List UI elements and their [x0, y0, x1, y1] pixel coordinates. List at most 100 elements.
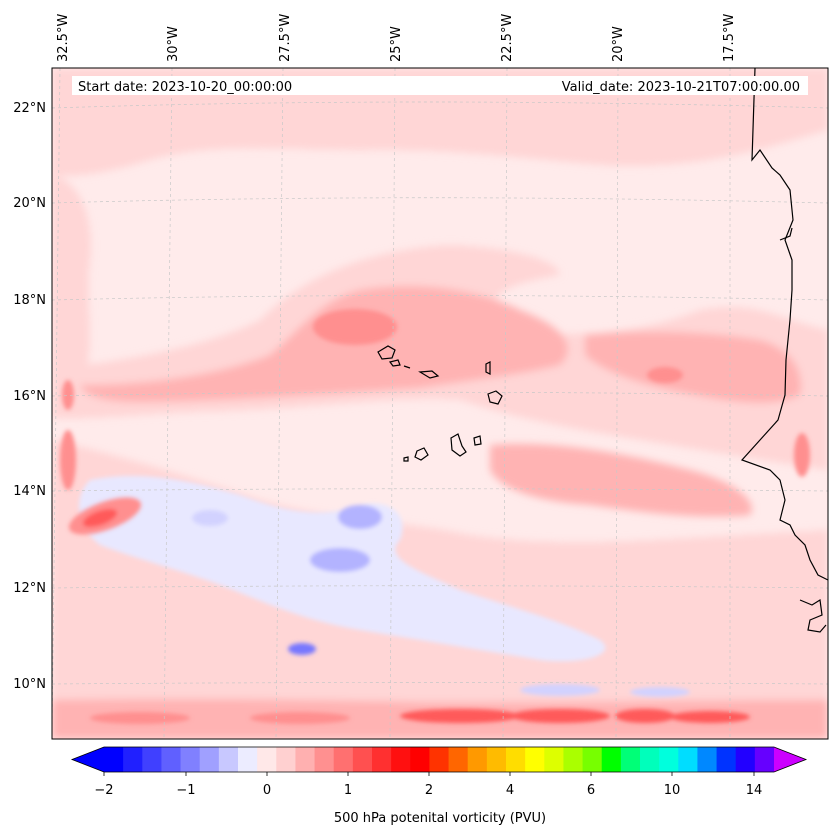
- lon-tick-label: 30°W: [166, 26, 181, 62]
- colorbar-tick-label: 2: [425, 783, 433, 798]
- colorbar-tick-label: 14: [746, 783, 763, 798]
- colorbar-segment: [104, 747, 124, 772]
- colorbar-segment: [467, 747, 488, 772]
- colorbar-segment: [659, 747, 679, 772]
- colorbar-tick-label: −1: [176, 783, 195, 798]
- start-date-box: [72, 76, 312, 95]
- colorbar-segment: [372, 747, 392, 772]
- colorbar-segment: [180, 747, 201, 772]
- core-west-small: [62, 380, 74, 410]
- lat-tick-label: 16°N: [13, 389, 46, 404]
- core-south-6: [670, 711, 750, 723]
- island-sal: [485, 361, 491, 375]
- map-panel: Start date: 2023-10-20_00:00:00 Valid_da…: [52, 68, 828, 739]
- africa-coast: [740, 68, 828, 581]
- colorbar-ticks: −2 −1 0 1 2 4 6 10 14: [94, 783, 762, 798]
- blue-patch-e: [520, 684, 600, 696]
- core-south-2: [250, 712, 350, 724]
- blue-patch-a: [338, 505, 382, 529]
- core-west-edge-inner: [82, 508, 118, 528]
- colorbar-tick-label: 0: [263, 783, 271, 798]
- colorbar-segment: [735, 747, 756, 772]
- colorbar-segment: [697, 747, 718, 772]
- colorbar-segment: [295, 747, 316, 772]
- island-santiago: [450, 433, 467, 457]
- coastline: [740, 68, 828, 633]
- lon-tick-label: 20°W: [611, 26, 626, 62]
- colorbar-segment: [448, 747, 469, 772]
- colorbar-segment: [601, 747, 622, 772]
- pv-positive-cores: [60, 309, 810, 724]
- longitude-ticks: 32.5°W 30°W 27.5°W 25°W 22.5°W 20°W 17.5…: [56, 14, 737, 62]
- lon-tick-label: 17.5°W: [722, 14, 737, 62]
- island-maio: [473, 435, 482, 446]
- blue-patch-d: [192, 510, 228, 526]
- blue-patch-c: [288, 643, 316, 655]
- latitude-ticks: 22°N 20°N 18°N 16°N 14°N 12°N 10°N: [13, 101, 46, 692]
- colorbar-segment: [640, 747, 660, 772]
- colorbar-segment: [563, 747, 584, 772]
- colorbar-segment: [238, 747, 258, 772]
- core-south-4: [510, 709, 610, 723]
- lat-tick-label: 22°N: [13, 101, 46, 116]
- lon-tick-label: 32.5°W: [56, 14, 71, 62]
- island-sao-vicente: [388, 359, 401, 367]
- map-frame: [51, 67, 829, 740]
- colorbar-segment: [525, 747, 545, 772]
- colorbar-tick-label: 10: [664, 783, 681, 798]
- colorbar-segment: [142, 747, 162, 772]
- pv-band-east: [585, 331, 801, 403]
- colorbar-segment: [716, 747, 737, 772]
- start-date-label: Start date: 2023-10-20_00:00:00: [78, 80, 292, 95]
- valid-date-label: Valid_date: 2023-10-21T07:00:00.00: [562, 80, 800, 95]
- blue-patch-b: [310, 548, 370, 572]
- colorbar-segment: [754, 747, 775, 772]
- lat-tick-label: 10°N: [13, 677, 46, 692]
- pv-negative-patches: [79, 475, 690, 697]
- coast-detail-2: [799, 598, 827, 633]
- lat-tick-label: 14°N: [13, 484, 46, 499]
- lon-tick-label: 27.5°W: [278, 14, 293, 62]
- island-sao-nicolau: [418, 370, 440, 379]
- core-south-1: [90, 712, 190, 724]
- graticule: [52, 68, 828, 739]
- pv-band-west-edge: [52, 175, 91, 380]
- colorbar-tick-label: 6: [587, 783, 595, 798]
- cape-verde-islands: [377, 345, 503, 462]
- core-west-column: [60, 430, 76, 490]
- colorbar-title: 500 hPa potenital vorticity (PVU): [334, 811, 546, 826]
- colorbar-segment: [276, 747, 296, 772]
- colorbar-segment: [257, 747, 277, 772]
- core-east-patch: [647, 367, 683, 383]
- colorbar-tick-label: −2: [94, 783, 113, 798]
- colorbar-tick-label: 1: [344, 783, 352, 798]
- lat-tick-label: 20°N: [13, 196, 46, 211]
- island-boa-vista: [487, 390, 503, 405]
- lat-tick-label: 12°N: [13, 581, 46, 596]
- lat-tick-label: 18°N: [13, 293, 46, 308]
- colorbar-segment: [678, 747, 698, 772]
- colorbar-segment: [429, 747, 450, 772]
- colorbar-segment: [218, 747, 239, 772]
- pv-band-central-strong: [80, 286, 568, 403]
- core-cape-verde-north: [313, 309, 397, 345]
- colorbar-segment: [123, 747, 143, 772]
- colorbar-segment: [410, 747, 430, 772]
- core-south-3: [400, 709, 520, 723]
- colorbar-segment: [486, 747, 507, 772]
- blue-patch-f: [630, 687, 690, 697]
- colorbar-tick-label: 4: [506, 783, 514, 798]
- colorbar-segment: [620, 747, 641, 772]
- island-santo-antao: [377, 345, 396, 360]
- island-brava: [403, 456, 409, 462]
- pv-band-southeast: [490, 443, 752, 517]
- island-santa-luzia: [403, 365, 411, 369]
- colorbar-segment: [161, 747, 182, 772]
- colorbar: [70, 746, 808, 776]
- lon-tick-label: 25°W: [389, 26, 404, 62]
- colorbar-segment: [352, 747, 373, 772]
- core-east-coast: [794, 433, 810, 477]
- core-south-5: [615, 709, 675, 723]
- colorbar-segment: [333, 747, 354, 772]
